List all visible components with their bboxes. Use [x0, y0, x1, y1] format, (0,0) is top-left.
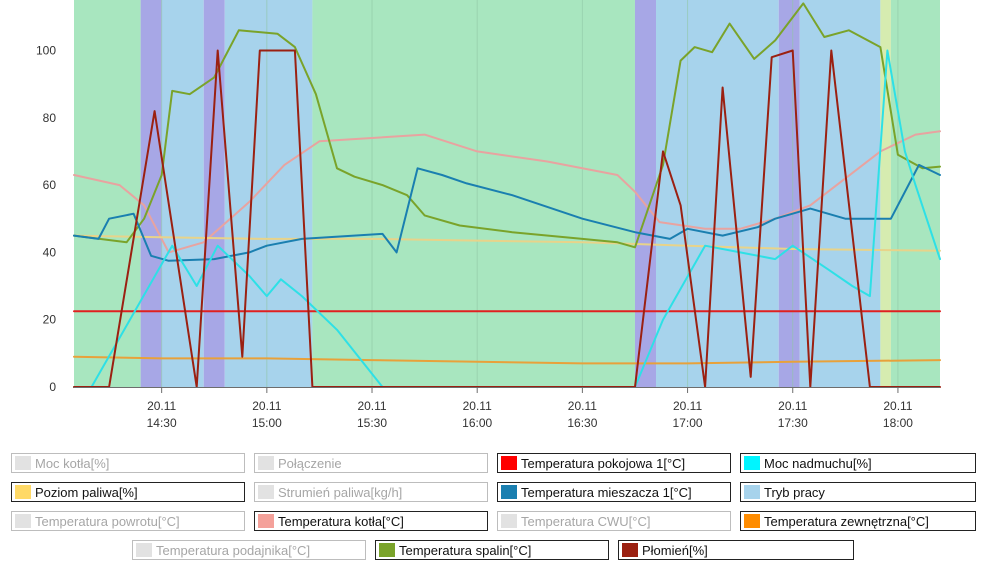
- mode-band: [890, 0, 940, 387]
- legend-swatch: [622, 543, 638, 557]
- legend-item-return-temperature[interactable]: Temperatura powrotu[°C]: [11, 511, 245, 531]
- legend-label: Tryb pracy: [764, 485, 825, 500]
- legend-swatch: [379, 543, 395, 557]
- legend-swatch: [744, 456, 760, 470]
- legend-swatch: [501, 514, 517, 528]
- legend-item-dhw-temperature[interactable]: Temperatura CWU[°C]: [497, 511, 731, 531]
- x-tick-time: 15:00: [252, 416, 282, 430]
- legend-label: Temperatura CWU[°C]: [521, 514, 651, 529]
- x-tick-time: 14:30: [147, 416, 177, 430]
- mode-band: [140, 0, 162, 387]
- legend-swatch: [258, 485, 274, 499]
- x-tick-date: 20.11: [357, 399, 386, 413]
- series-line: [73, 2, 941, 249]
- legend-item-work-mode[interactable]: Tryb pracy: [740, 482, 976, 502]
- x-tick-time: 16:00: [462, 416, 492, 430]
- legend-label: Moc kotła[%]: [35, 456, 110, 471]
- legend-label: Połączenie: [278, 456, 342, 471]
- x-tick-date: 20.11: [147, 399, 176, 413]
- legend-label: Temperatura powrotu[°C]: [35, 514, 180, 529]
- legend-item-blower-power[interactable]: Moc nadmuchu[%]: [740, 453, 976, 473]
- legend-swatch: [744, 514, 760, 528]
- x-axis: 20.11 14:30 20.11 15:00 20.11 15:30 20.11 16:00…: [74, 387, 940, 430]
- legend-label: Płomień[%]: [642, 543, 708, 558]
- mode-band: [880, 0, 891, 387]
- x-tick-time: 16:30: [567, 416, 597, 430]
- y-tick-label: 20: [43, 313, 57, 327]
- y-tick-label: 40: [43, 245, 57, 259]
- mode-band: [161, 0, 204, 387]
- x-tick-time: 18:00: [883, 416, 913, 430]
- x-tick-date: 20.11: [673, 399, 702, 413]
- y-tick-label: 100: [36, 43, 56, 57]
- x-tick-time: 17:00: [673, 416, 703, 430]
- series-lines: [73, 2, 941, 388]
- legend-item-boiler-power[interactable]: Moc kotła[%]: [11, 453, 245, 473]
- legend: Moc kotła[%] Połączenie Temperatura poko…: [0, 450, 1000, 565]
- legend-label: Temperatura mieszacza 1[°C]: [521, 485, 692, 500]
- legend-swatch: [501, 456, 517, 470]
- legend-swatch: [258, 456, 274, 470]
- legend-label: Moc nadmuchu[%]: [764, 456, 872, 471]
- legend-label: Temperatura podajnika[°C]: [156, 543, 311, 558]
- grid-lines: [161, 0, 899, 387]
- legend-item-boiler-temperature[interactable]: Temperatura kotła[°C]: [254, 511, 488, 531]
- legend-item-room-temperature[interactable]: Temperatura pokojowa 1[°C]: [497, 453, 731, 473]
- legend-swatch: [15, 485, 31, 499]
- x-tick-date: 20.11: [778, 399, 807, 413]
- mode-band: [778, 0, 800, 387]
- x-tick-time: 15:30: [357, 416, 387, 430]
- legend-swatch: [15, 514, 31, 528]
- legend-swatch: [136, 543, 152, 557]
- mode-band: [203, 0, 225, 387]
- legend-label: Temperatura pokojowa 1[°C]: [521, 456, 686, 471]
- y-axis: 0 20 40 60 80 100: [36, 43, 56, 394]
- legend-label: Temperatura spalin[°C]: [399, 543, 532, 558]
- legend-swatch: [15, 456, 31, 470]
- mode-band: [799, 0, 881, 387]
- y-tick-label: 60: [43, 178, 57, 192]
- series-line: [73, 234, 941, 252]
- x-tick-date: 20.11: [883, 399, 912, 413]
- series-line: [73, 49, 941, 388]
- mode-band: [634, 0, 657, 387]
- x-tick-date: 20.11: [252, 399, 281, 413]
- legend-item-flue-gas-temperature[interactable]: Temperatura spalin[°C]: [375, 540, 609, 560]
- legend-label: Strumień paliwa[kg/h]: [278, 485, 403, 500]
- legend-item-fuel-flow[interactable]: Strumień paliwa[kg/h]: [254, 482, 488, 502]
- y-tick-label: 0: [49, 380, 56, 394]
- legend-swatch: [501, 485, 517, 499]
- legend-item-feeder-temperature[interactable]: Temperatura podajnika[°C]: [132, 540, 366, 560]
- legend-item-outdoor-temperature[interactable]: Temperatura zewnętrzna[°C]: [740, 511, 976, 531]
- legend-label: Temperatura kotła[°C]: [278, 514, 404, 529]
- x-tick-date: 20.11: [463, 399, 492, 413]
- legend-label: Temperatura zewnętrzna[°C]: [764, 514, 929, 529]
- series-line: [73, 355, 941, 365]
- x-tick-time: 17:30: [778, 416, 808, 430]
- x-tick-date: 20.11: [568, 399, 597, 413]
- legend-item-fuel-level[interactable]: Poziom paliwa[%]: [11, 482, 245, 502]
- mode-band: [312, 0, 635, 387]
- legend-item-connection[interactable]: Połączenie: [254, 453, 488, 473]
- legend-item-flame[interactable]: Płomień[%]: [618, 540, 854, 560]
- y-tick-label: 80: [43, 111, 57, 125]
- legend-swatch: [258, 514, 274, 528]
- line-chart: 0 20 40 60 80 100 20.11 14:30 20.11 15:00 20.11 15…: [36, 0, 941, 430]
- series-line: [73, 49, 941, 388]
- legend-swatch: [744, 485, 760, 499]
- legend-label: Poziom paliwa[%]: [35, 485, 138, 500]
- legend-item-mixer-temperature[interactable]: Temperatura mieszacza 1[°C]: [497, 482, 731, 502]
